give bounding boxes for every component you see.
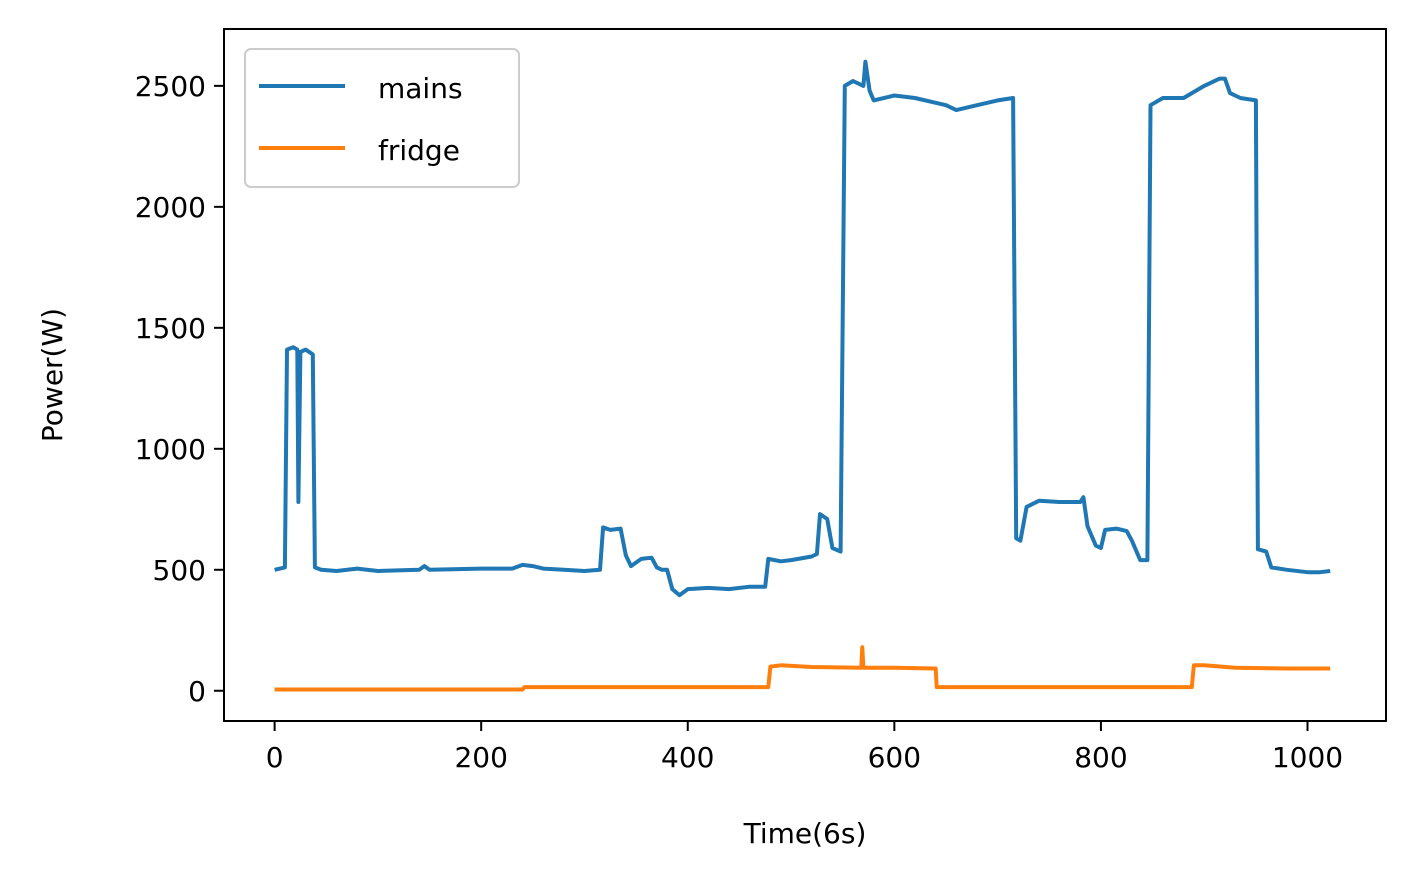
- y-tick-label: 1500: [135, 312, 206, 345]
- x-tick-label: 800: [1074, 741, 1127, 774]
- legend-label-mains: mains: [378, 72, 463, 105]
- x-tick-label: 600: [868, 741, 921, 774]
- legend: mains fridge: [244, 48, 520, 188]
- x-axis-label: Time(6s): [743, 817, 867, 850]
- plot-lines: [274, 59, 1331, 692]
- y-tick-label: 1000: [135, 433, 206, 466]
- x-tick-label: 400: [661, 741, 714, 774]
- x-tick-label: 1000: [1272, 741, 1343, 774]
- y-tick-label: 0: [188, 675, 206, 708]
- plot-frame: [223, 28, 1387, 722]
- x-tick-label: 0: [266, 741, 284, 774]
- y-axis-label: Power(W): [36, 308, 69, 442]
- series-line-mains: [274, 59, 1331, 598]
- x-axis-ticks: 0 200 400 600 800 1000: [266, 721, 1343, 774]
- legend-label-fridge: fridge: [378, 134, 460, 167]
- y-tick-label: 500: [153, 554, 206, 587]
- y-axis-ticks: 0 500 1000 1500 2000 2500: [135, 70, 224, 708]
- y-tick-label: 2000: [135, 191, 206, 224]
- x-tick-label: 200: [454, 741, 507, 774]
- y-tick-label: 2500: [135, 70, 206, 103]
- legend-box: [244, 48, 520, 188]
- series-line-fridge: [274, 645, 1331, 692]
